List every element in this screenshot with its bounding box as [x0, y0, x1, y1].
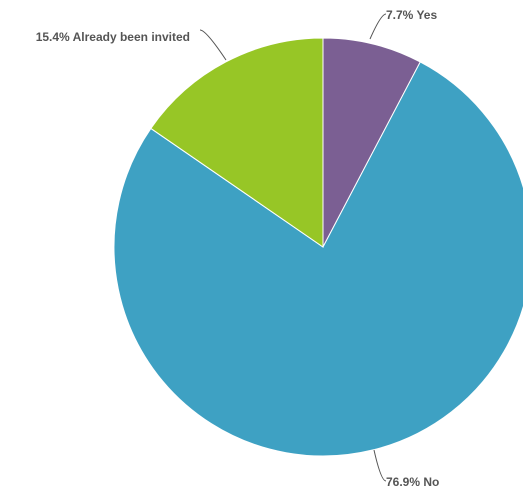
slice-label-yes: 7.7% Yes — [386, 8, 437, 22]
pie-slices — [113, 37, 523, 457]
slice-label-no: 76.9% No — [386, 475, 439, 489]
slice-labels: 7.7% Yes 76.9% No 15.4% Already been invit… — [36, 8, 440, 489]
leader-lines — [199, 13, 387, 482]
slice-label-already-been-invited: 15.4% Already been invited — [36, 30, 190, 44]
pie-slice-yes — [322, 37, 421, 248]
pie-slice-already-been-invited — [150, 37, 324, 248]
leader-line-yes — [369, 13, 387, 40]
leader-line-no — [373, 449, 387, 482]
pie-slice-no — [113, 61, 523, 457]
leader-line-already-been-invited — [199, 29, 227, 61]
